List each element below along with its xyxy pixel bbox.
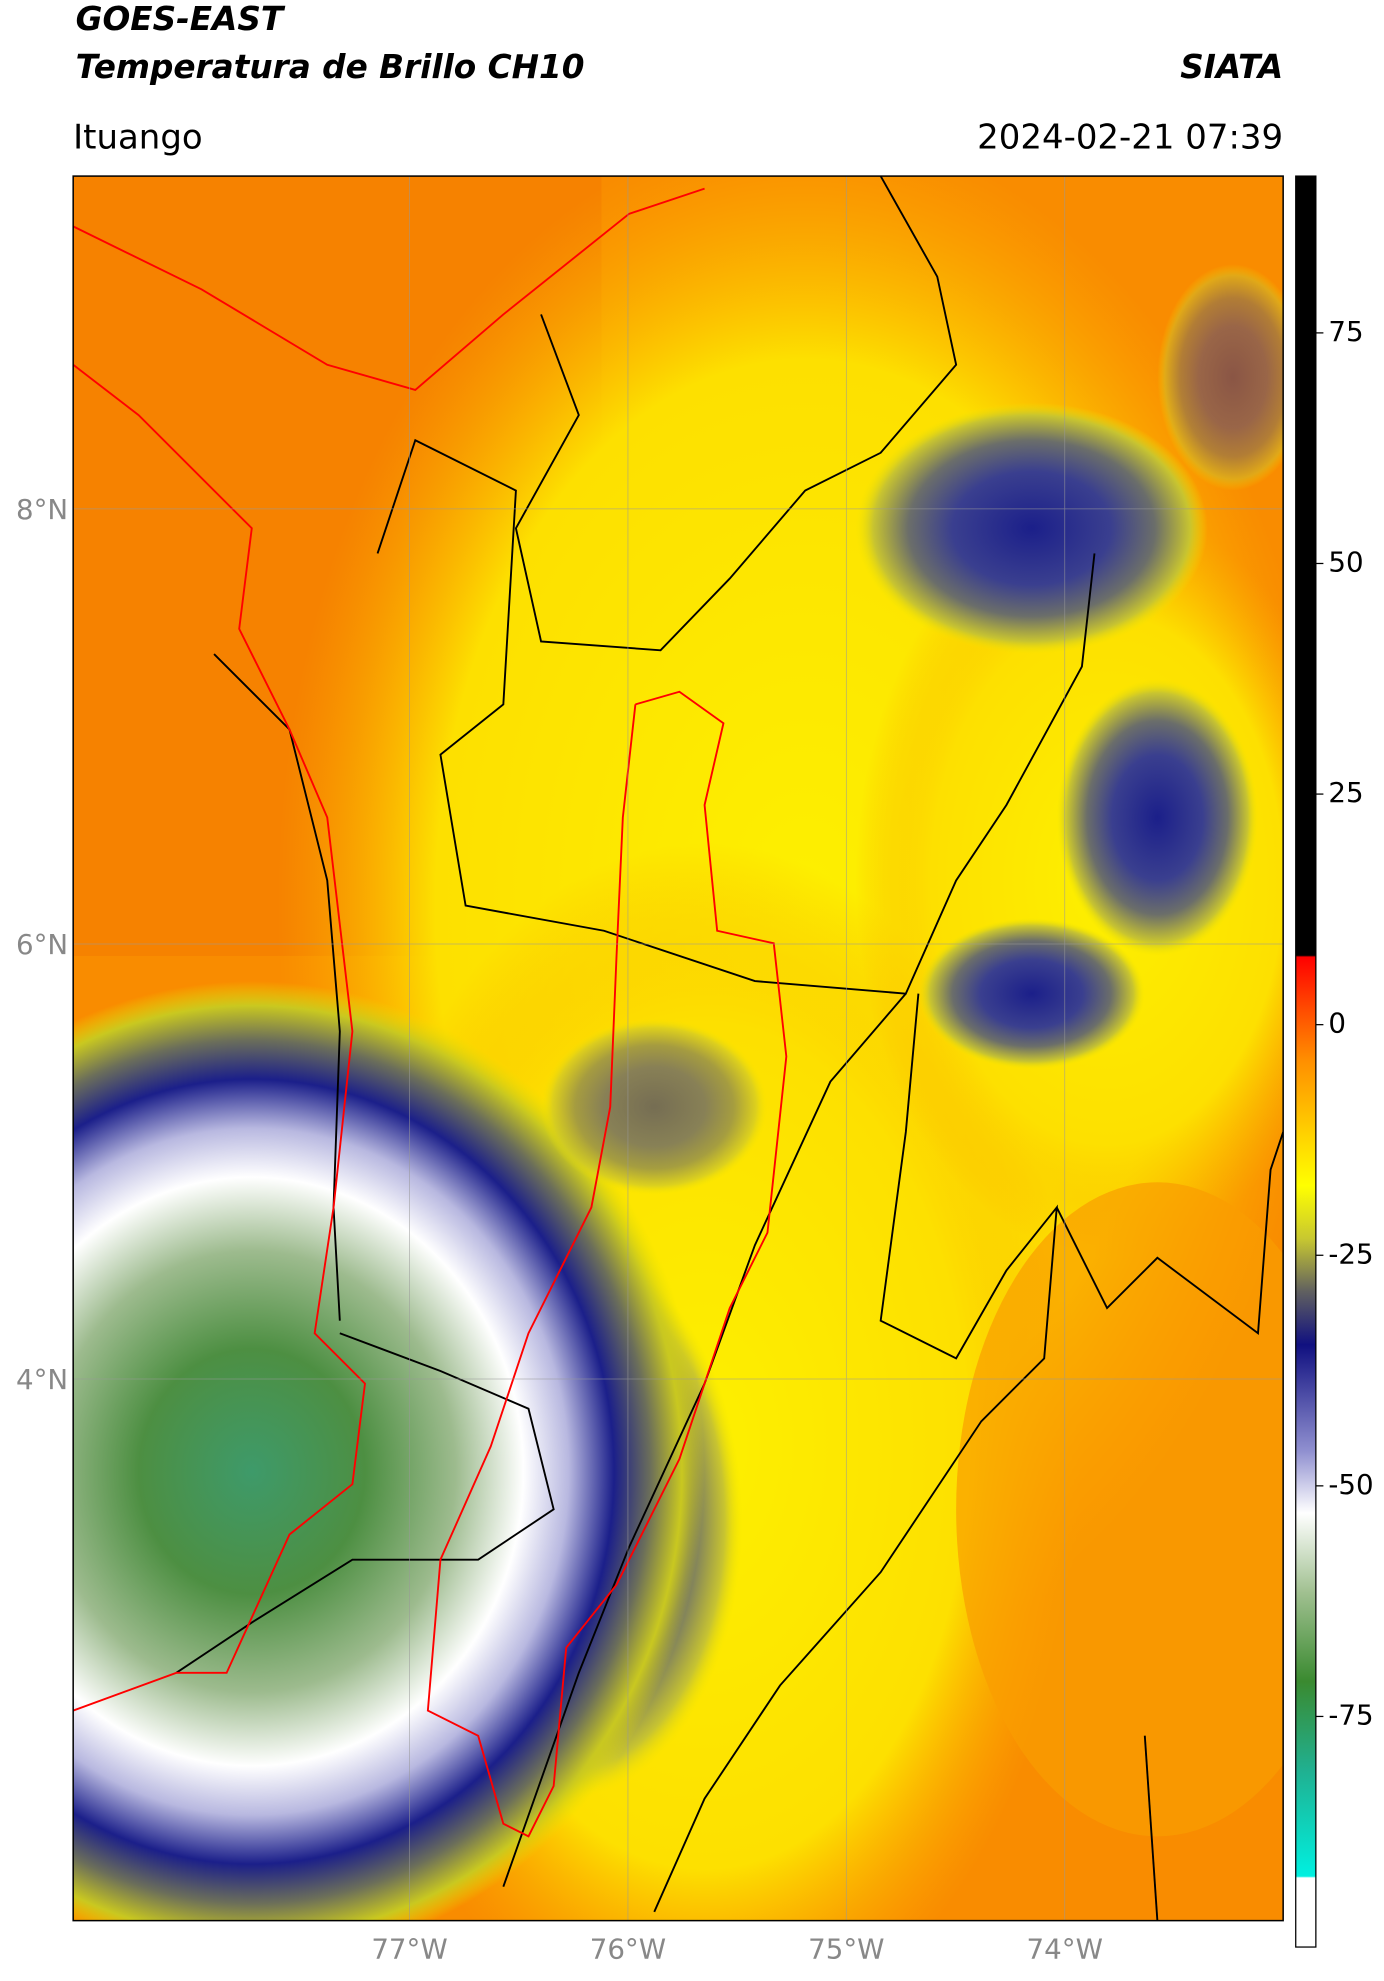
lat-label: 8°N	[16, 493, 68, 526]
colorbar	[1295, 175, 1317, 1948]
colorbar-tick-label: -25	[1328, 1237, 1373, 1270]
lon-label: 77°W	[371, 1932, 447, 1965]
datetime: 2024-02-21 07:39	[977, 117, 1283, 157]
satellite-image	[73, 176, 1284, 1921]
colorbar-tick-label: -75	[1328, 1698, 1373, 1731]
lon-label: 75°W	[808, 1932, 884, 1965]
map-frame	[72, 175, 1284, 1922]
colorbar-ticks: 75 50 25 0 -25 -50 -75	[1315, 315, 1374, 1731]
lat-label: 4°N	[16, 1363, 68, 1396]
axis-labels: 8°N 6°N 4°N 77°W 76°W 75°W 74°W	[16, 493, 1103, 1965]
graticule	[73, 176, 1284, 1921]
lon-label: 74°W	[1027, 1932, 1103, 1965]
colorbar-tick-label: -50	[1328, 1468, 1373, 1501]
title: GOES-EAST	[76, 0, 286, 38]
brand: SIATA	[1180, 48, 1283, 86]
borders	[175, 176, 1284, 1921]
colorbar-tick-label: 50	[1328, 545, 1363, 578]
lon-label: 76°W	[590, 1932, 666, 1965]
location: Ituango	[73, 117, 203, 157]
region-outline	[73, 187, 788, 1838]
lat-label: 6°N	[16, 928, 68, 961]
colorbar-tick-label: 75	[1328, 315, 1363, 348]
colorbar-tick-label: 25	[1328, 776, 1363, 809]
colorbar-tick-label: 0	[1328, 1007, 1346, 1040]
subtitle: Temperatura de Brillo CH10	[76, 48, 585, 86]
